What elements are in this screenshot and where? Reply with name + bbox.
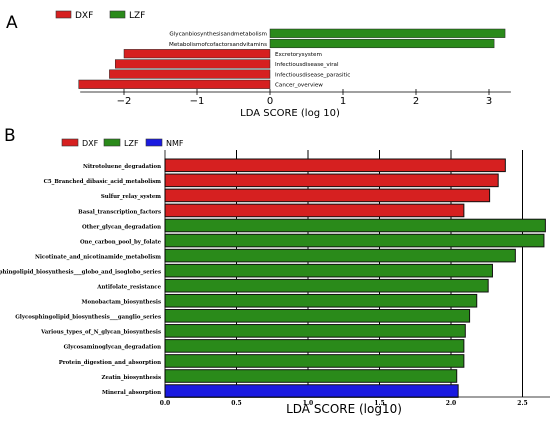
bar-antifolate-resistance	[164, 278, 489, 293]
bar-label-cancer-overview: Cancer_overview	[275, 83, 323, 89]
panel-a-bars: Glycanbiosynthesisandmetabolism Metabolis…	[78, 28, 506, 89]
bar-basal-transcription-factors	[164, 203, 465, 218]
bar-label-various-types-of-n-glycan-biosynthesis: Various_types_of_N_glycan_biosynthesis	[40, 330, 161, 336]
bar-label-nicotinate-and-nicotinamide-metabolism: Nicotinate_and_nicotinamide_metabolism	[35, 254, 161, 260]
bar-nicotinate-and-nicotinamide-metabolism	[164, 248, 516, 263]
x-tick-label: 3	[486, 96, 492, 107]
bar-label-antifolate-resistance: Antifolate_resistance	[96, 285, 161, 291]
bar-label-nitrotoluene-degradation: Nitrotoluene_degradation	[83, 164, 161, 170]
panel-b-legend: DXF LZF NMF	[61, 138, 184, 148]
bar-glycosphingolipid-biosynthesis-globo-and-isoglobo-series	[164, 263, 493, 278]
bar-glycosaminoglycan-degradation	[164, 339, 465, 353]
bar-excretorysystem	[123, 49, 271, 59]
legend-swatch-dxf	[55, 10, 72, 19]
bar-zeatin-biosynthesis	[164, 369, 458, 383]
bar-cancer-overview	[78, 79, 271, 89]
bar-sulfur-relay-system	[164, 188, 491, 203]
bar-label-excretorysystem: Excretorysystem	[275, 52, 322, 58]
bar-glycosphingolipid-biosynthesis-ganglio-series	[164, 309, 471, 323]
legend-swatch-lzf	[103, 138, 121, 147]
legend-label-lzf: LZF	[129, 11, 145, 21]
bar-glycanbiosynthesisandmetabolism	[269, 28, 506, 38]
bar-label-infectiousdisease-parasitic: Infectiousdisease_parasitic	[275, 72, 350, 78]
bar-label-mineral-absorption: Mineral_absorption	[102, 390, 161, 396]
bar-one-carbon-pool-by-folate	[164, 233, 545, 248]
bar-label-c5-branched-dibasic-acid-metabolism: C5_Branched_dibasic_acid_metabolism	[44, 179, 162, 185]
panel-b-bars: Nitrotoluene_degradation C5_Branched_diba…	[0, 158, 546, 398]
x-tick-label: 2.0	[446, 400, 456, 407]
legend-label-dxf: DXF	[82, 139, 99, 148]
panel-b-x-axis: 0.0 0.5 1.0 1.5 2.0 2.5	[160, 150, 550, 407]
bar-label-infectiousdisease-viral: Infectiousdisease_viral	[275, 62, 339, 68]
bar-label-one-carbon-pool-by-folate: One_carbon_pool_by_folate	[80, 239, 162, 245]
bar-infectiousdisease-viral	[114, 59, 271, 69]
x-tick-label: 2	[413, 96, 419, 107]
bar-monobactam-biosynthesis	[164, 293, 478, 308]
bar-label-glycosphingolipid-biosynthesis-ganglio-series: Glycosphingolipid_biosynthesis___ganglio…	[15, 315, 161, 321]
bar-label-zeatin-biosynthesis: Zeatin_biosynthesis	[102, 375, 161, 381]
x-tick-label: 1	[340, 96, 346, 107]
bar-label-glycosaminoglycan-degradation: Glycosaminoglycan_degradation	[64, 345, 161, 351]
legend-label-nmf: NMF	[166, 139, 184, 148]
panel-a-legend: DXF LZF	[55, 10, 145, 21]
bar-protein-digestion-and-absorption	[164, 354, 465, 368]
bar-label-glycosphingolipid-biosynthesis-globo-and-isoglobo-series: Glycosphingolipid_biosynthesis___globo_a…	[0, 269, 161, 275]
bar-c5-branched-dibasic-acid-metabolism	[164, 173, 499, 188]
panel-a-x-axis: −2 −1 0 1 2 3	[80, 89, 511, 107]
x-tick-label: 1.0	[303, 400, 313, 407]
legend-label-dxf: DXF	[75, 11, 93, 21]
legend-swatch-lzf	[109, 10, 126, 19]
bar-various-types-of-n-glycan-biosynthesis	[164, 324, 466, 338]
bar-label-other-glycan-degradation: Other_glycan_degradation	[82, 224, 161, 230]
x-tick-label: 0.5	[231, 400, 241, 407]
legend-swatch-nmf	[145, 138, 163, 147]
panel-a-chart: A DXF LZF Glycanbiosynthesisandmetabolism…	[6, 10, 511, 119]
x-tick-label: 0	[267, 96, 273, 107]
bar-label-glycanbiosynthesisandmetabolism: Glycanbiosynthesisandmetabolism	[169, 32, 267, 38]
panel-a-x-axis-label: LDA SCORE (log 10)	[240, 108, 340, 119]
bar-nitrotoluene-degradation	[164, 158, 506, 173]
x-tick-label: 2.5	[517, 400, 527, 407]
bar-other-glycan-degradation	[164, 218, 546, 233]
x-tick-label: −2	[117, 96, 132, 107]
bar-label-protein-digestion-and-absorption: Protein_digestion_and_absorption	[59, 360, 161, 366]
panel-b-chart: B DXF LZF NMF Nitrotoluene_degradation C5_B…	[0, 126, 550, 416]
bar-infectiousdisease-parasitic	[109, 69, 271, 79]
x-tick-label: 1.5	[374, 400, 384, 407]
bar-label-monobactam-biosynthesis: Monobactam_biosynthesis	[82, 300, 161, 306]
panel-a-label: A	[6, 13, 18, 33]
bar-label-metabolismofcofactorsandvitamins: Metabolismofcofactorsandvitamins	[169, 42, 267, 48]
panel-b-label: B	[4, 126, 16, 146]
legend-swatch-dxf	[61, 138, 79, 147]
legend-label-lzf: LZF	[124, 139, 139, 148]
panel-b-x-axis-label: LDA SCORE (log10)	[286, 402, 402, 416]
x-tick-label: −1	[190, 96, 205, 107]
x-tick-label: 0.0	[160, 400, 170, 407]
bar-label-sulfur-relay-system: Sulfur_relay_system	[101, 194, 161, 200]
bar-metabolismofcofactorsandvitamins	[269, 38, 495, 49]
bar-label-basal-transcription-factors: Basal_transcription_factors	[78, 209, 161, 215]
bar-mineral-absorption	[164, 384, 459, 398]
